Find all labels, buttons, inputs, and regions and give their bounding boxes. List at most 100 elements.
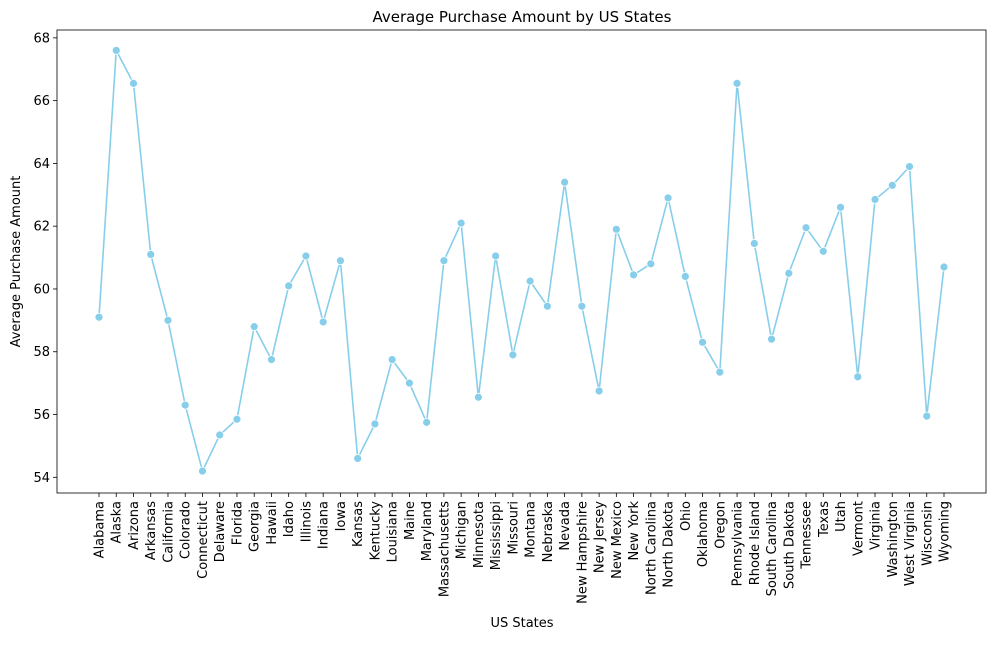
x-tick-label: California	[161, 501, 176, 563]
data-point	[939, 262, 949, 272]
data-point	[439, 256, 449, 266]
x-tick-label: Vermont	[851, 501, 866, 556]
y-tick-label: 54	[33, 471, 50, 486]
y-tick-label: 62	[33, 220, 50, 235]
x-tick-label: Georgia	[248, 501, 263, 552]
data-point	[525, 276, 535, 286]
x-tick-label: Connecticut	[196, 501, 211, 579]
x-tick-label: West Virginia	[903, 501, 918, 586]
y-tick-label: 60	[33, 282, 50, 297]
x-tick-label: Oregon	[713, 501, 728, 549]
x-tick-label: South Dakota	[782, 501, 797, 589]
x-tick-label: South Carolina	[765, 501, 780, 596]
data-point	[715, 367, 725, 377]
x-tick-label: Kansas	[351, 501, 366, 547]
data-point	[663, 193, 673, 203]
x-tick-label: Virginia	[869, 501, 884, 550]
data-point	[542, 301, 552, 311]
x-tick-label: Maryland	[420, 501, 435, 561]
x-tick-label: Iowa	[334, 501, 349, 531]
x-tick-label: Arkansas	[144, 501, 159, 560]
x-tick-label: Wyoming	[938, 501, 953, 562]
data-point	[163, 315, 173, 325]
x-tick-label: Colorado	[179, 501, 194, 559]
x-tick-label: New Hampshire	[575, 501, 590, 604]
x-axis-label: US States	[490, 616, 553, 631]
data-point	[870, 195, 880, 204]
data-point	[94, 312, 104, 322]
plot-frame	[56, 29, 987, 494]
x-tick-label: New York	[627, 501, 642, 561]
y-tick-label: 68	[33, 31, 50, 46]
y-tick-label: 64	[33, 157, 50, 172]
data-point	[422, 417, 432, 427]
x-tick-label: Mississippi	[489, 501, 504, 570]
data-point	[146, 250, 156, 259]
x-tick-label: Michigan	[455, 501, 470, 559]
data-point	[922, 411, 932, 421]
data-point	[646, 259, 656, 269]
x-tick-label: Nevada	[558, 501, 573, 551]
data-point	[698, 337, 707, 347]
data-point	[198, 466, 207, 476]
chart-title: Average Purchase Amount by US States	[373, 8, 672, 26]
x-tick-label: Maine	[403, 501, 418, 540]
x-tick-label: New Mexico	[610, 501, 625, 579]
x-tick-label: Kentucky	[368, 501, 383, 561]
x-tick-label: Washington	[886, 501, 901, 577]
data-point	[215, 430, 225, 440]
x-tick-label: Alabama	[93, 501, 108, 558]
data-point	[267, 355, 276, 364]
x-tick-label: Illinois	[299, 501, 314, 542]
x-tick-label: Florida	[230, 501, 245, 545]
data-point	[801, 223, 811, 233]
x-tick-label: Utah	[834, 501, 849, 532]
x-tick-label: Indiana	[317, 501, 332, 549]
y-axis-label: Average Purchase Amount	[9, 176, 24, 348]
series-line	[98, 47, 945, 474]
data-point	[111, 46, 121, 55]
data-point	[301, 251, 311, 261]
data-point	[232, 414, 242, 424]
x-tick-label: Texas	[817, 501, 832, 538]
x-tick-label: Hawaii	[265, 501, 280, 545]
x-tick-label: Massachusetts	[437, 501, 452, 597]
x-tick-label: Montana	[524, 501, 539, 558]
data-point	[887, 180, 897, 190]
x-tick-label: Oklahoma	[696, 501, 711, 567]
data-point	[318, 317, 328, 327]
data-point	[767, 334, 776, 344]
data-point	[249, 322, 259, 332]
data-point	[473, 392, 483, 402]
data-point	[594, 386, 604, 396]
x-tick-label: Delaware	[213, 501, 228, 562]
x-tick-label: North Carolina	[644, 501, 659, 595]
y-tick-label: 66	[33, 94, 50, 109]
y-tick-label: 56	[33, 408, 50, 423]
data-point	[456, 218, 466, 228]
data-point	[784, 268, 794, 278]
data-point	[732, 78, 742, 88]
series-average-purchase	[94, 46, 949, 476]
data-point	[853, 372, 863, 382]
x-tick-label: North Dakota	[662, 501, 677, 588]
data-point	[680, 272, 690, 281]
data-point	[180, 400, 190, 410]
data-point	[353, 454, 363, 463]
data-point	[129, 78, 138, 88]
data-point	[577, 301, 587, 311]
x-tick-label: Wisconsin	[920, 501, 935, 566]
data-point	[611, 224, 621, 234]
x-axis-ticks: Alabama Alaska Arizona Arkansas California Co…	[93, 493, 953, 604]
data-point	[508, 350, 518, 360]
x-tick-label: Louisiana	[386, 501, 401, 562]
x-tick-label: Idaho	[282, 501, 297, 537]
x-tick-label: New Jersey	[593, 501, 608, 573]
x-tick-label: Rhode Island	[748, 501, 763, 585]
data-point	[818, 246, 828, 256]
y-tick-label: 58	[33, 345, 50, 360]
data-point	[749, 239, 759, 248]
x-tick-label: Pennsylvania	[731, 501, 746, 586]
y-axis-ticks: 54 56 58 60 62 64 66 68	[33, 31, 57, 486]
